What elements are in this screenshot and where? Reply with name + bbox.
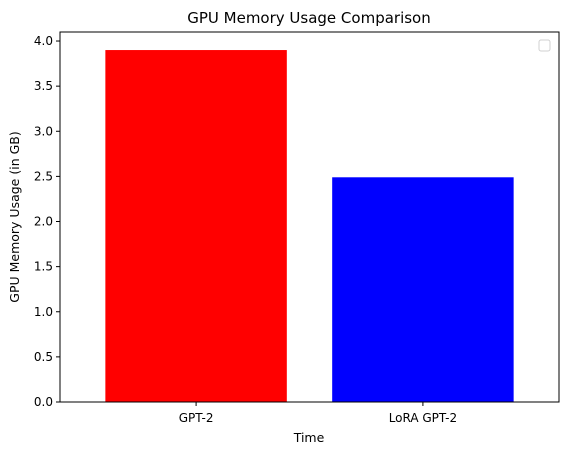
x-axis-label: Time bbox=[293, 430, 325, 445]
y-tick-label: 2.0 bbox=[34, 215, 53, 229]
x-tick-label: GPT-2 bbox=[179, 411, 214, 425]
y-axis-label: GPU Memory Usage (in GB) bbox=[7, 131, 22, 302]
bars-group bbox=[105, 50, 514, 403]
y-tick-label: 0.0 bbox=[34, 395, 53, 409]
y-tick-label: 0.5 bbox=[34, 350, 53, 364]
y-tick-label: 3.5 bbox=[34, 79, 53, 93]
y-tick-label: 3.0 bbox=[34, 124, 53, 138]
x-axis: GPT-2 LoRA GPT-2 bbox=[179, 402, 457, 425]
x-tick-label: LoRA GPT-2 bbox=[389, 411, 457, 425]
legend-box bbox=[538, 39, 551, 52]
y-tick-label: 1.0 bbox=[34, 305, 53, 319]
chart-title: GPU Memory Usage Comparison bbox=[187, 9, 431, 27]
y-tick-label: 2.5 bbox=[34, 169, 53, 183]
y-axis: 0.0 0.5 1.0 1.5 2.0 2.5 3.0 3.5 4.0 bbox=[34, 34, 60, 409]
bar-gpt-2 bbox=[105, 50, 287, 403]
plot-frame bbox=[59, 31, 560, 403]
y-tick-label: 4.0 bbox=[34, 34, 53, 48]
y-tick-label: 1.5 bbox=[34, 260, 53, 274]
bar-lora-gpt-2 bbox=[332, 177, 514, 402]
